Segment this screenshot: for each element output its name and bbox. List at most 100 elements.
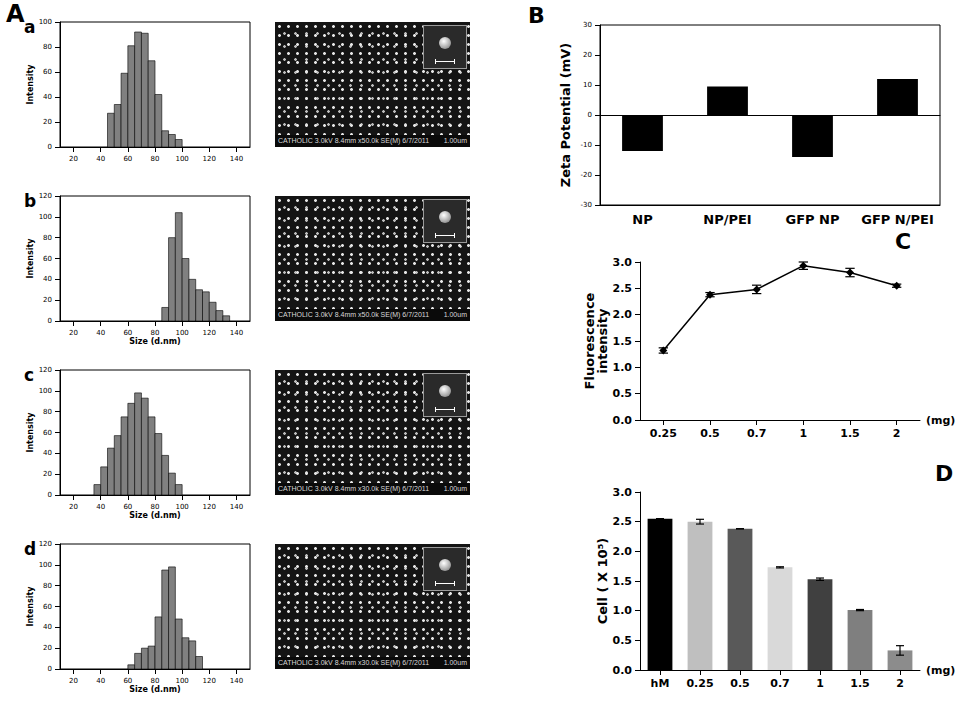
svg-text:100: 100 bbox=[39, 387, 52, 395]
svg-text:Size (d.nm): Size (d.nm) bbox=[129, 337, 180, 346]
svg-text:b: b bbox=[24, 191, 36, 211]
svg-text:20: 20 bbox=[69, 155, 78, 163]
svg-text:100: 100 bbox=[175, 329, 188, 337]
svg-text:60: 60 bbox=[43, 68, 52, 76]
svg-text:-10: -10 bbox=[581, 141, 592, 149]
svg-text:0: 0 bbox=[48, 143, 52, 151]
svg-text:Intensity: Intensity bbox=[26, 238, 35, 279]
svg-text:NP: NP bbox=[632, 212, 652, 227]
svg-text:20: 20 bbox=[43, 296, 52, 304]
svg-text:0.25: 0.25 bbox=[686, 677, 713, 690]
svg-text:20: 20 bbox=[43, 118, 52, 126]
svg-text:60: 60 bbox=[123, 677, 132, 685]
svg-text:1.0: 1.0 bbox=[613, 604, 633, 617]
svg-text:2: 2 bbox=[893, 427, 901, 440]
svg-text:Size (d.nm): Size (d.nm) bbox=[129, 511, 180, 520]
svg-text:40: 40 bbox=[43, 275, 52, 283]
svg-text:10: 10 bbox=[583, 81, 592, 89]
svg-text:0.7: 0.7 bbox=[770, 677, 790, 690]
svg-text:0.0: 0.0 bbox=[613, 664, 633, 677]
svg-text:(mg): (mg) bbox=[926, 664, 955, 677]
svg-text:3.0: 3.0 bbox=[613, 486, 633, 499]
svg-text:40: 40 bbox=[96, 155, 105, 163]
svg-text:60: 60 bbox=[123, 503, 132, 511]
svg-text:120: 120 bbox=[203, 677, 216, 685]
svg-text:20: 20 bbox=[43, 644, 52, 652]
svg-text:Zeta Potential (mV): Zeta Potential (mV) bbox=[558, 43, 573, 187]
svg-text:80: 80 bbox=[151, 155, 160, 163]
svg-text:60: 60 bbox=[43, 255, 52, 263]
svg-text:120: 120 bbox=[203, 503, 216, 511]
svg-text:C: C bbox=[895, 229, 911, 254]
svg-text:Size (d.nm): Size (d.nm) bbox=[129, 685, 180, 694]
svg-text:80: 80 bbox=[151, 677, 160, 685]
svg-text:(mg): (mg) bbox=[926, 414, 955, 427]
svg-text:0: 0 bbox=[48, 491, 52, 499]
svg-text:intensity: intensity bbox=[595, 308, 610, 373]
svg-text:0.5: 0.5 bbox=[700, 427, 720, 440]
svg-text:80: 80 bbox=[151, 503, 160, 511]
svg-text:1: 1 bbox=[800, 427, 808, 440]
svg-text:140: 140 bbox=[230, 503, 243, 511]
svg-text:B: B bbox=[528, 3, 545, 28]
svg-text:0.5: 0.5 bbox=[613, 387, 633, 400]
svg-text:40: 40 bbox=[43, 93, 52, 101]
svg-text:3.0: 3.0 bbox=[613, 256, 633, 269]
svg-text:hM: hM bbox=[651, 677, 670, 690]
svg-text:0: 0 bbox=[48, 665, 52, 673]
svg-text:1.0: 1.0 bbox=[613, 361, 633, 374]
svg-text:60: 60 bbox=[123, 155, 132, 163]
svg-text:2.0: 2.0 bbox=[613, 308, 633, 321]
svg-text:20: 20 bbox=[69, 329, 78, 337]
svg-text:60: 60 bbox=[43, 429, 52, 437]
svg-text:Intensity: Intensity bbox=[26, 412, 35, 453]
svg-text:120: 120 bbox=[39, 366, 52, 374]
svg-text:Cell ( X 10⁵): Cell ( X 10⁵) bbox=[595, 538, 610, 625]
svg-text:2.0: 2.0 bbox=[613, 545, 633, 558]
svg-text:GFP NP: GFP NP bbox=[785, 212, 839, 227]
svg-text:80: 80 bbox=[43, 43, 52, 51]
svg-text:GFP N/PEI: GFP N/PEI bbox=[861, 212, 933, 227]
svg-text:0.5: 0.5 bbox=[730, 677, 750, 690]
svg-text:-20: -20 bbox=[581, 171, 592, 179]
svg-text:20: 20 bbox=[583, 51, 592, 59]
svg-text:120: 120 bbox=[203, 155, 216, 163]
svg-text:60: 60 bbox=[43, 603, 52, 611]
svg-text:a: a bbox=[24, 17, 35, 37]
svg-text:0.5: 0.5 bbox=[613, 634, 633, 647]
svg-text:60: 60 bbox=[123, 329, 132, 337]
svg-text:100: 100 bbox=[39, 213, 52, 221]
svg-text:80: 80 bbox=[43, 408, 52, 416]
svg-text:Intensity: Intensity bbox=[26, 64, 35, 105]
svg-text:2: 2 bbox=[896, 677, 904, 690]
svg-text:2.5: 2.5 bbox=[613, 282, 633, 295]
svg-text:100: 100 bbox=[175, 155, 188, 163]
svg-text:40: 40 bbox=[96, 677, 105, 685]
svg-text:Intensity: Intensity bbox=[26, 586, 35, 627]
svg-text:100: 100 bbox=[39, 18, 52, 26]
svg-text:1.5: 1.5 bbox=[613, 575, 633, 588]
svg-text:1.5: 1.5 bbox=[840, 427, 860, 440]
svg-text:120: 120 bbox=[203, 329, 216, 337]
svg-text:20: 20 bbox=[43, 470, 52, 478]
svg-text:1.5: 1.5 bbox=[613, 335, 633, 348]
svg-text:80: 80 bbox=[151, 329, 160, 337]
svg-text:0.25: 0.25 bbox=[650, 427, 677, 440]
svg-text:100: 100 bbox=[175, 677, 188, 685]
svg-text:0: 0 bbox=[588, 111, 592, 119]
svg-text:140: 140 bbox=[230, 329, 243, 337]
svg-text:40: 40 bbox=[96, 329, 105, 337]
svg-text:40: 40 bbox=[43, 623, 52, 631]
svg-text:30: 30 bbox=[583, 21, 592, 29]
svg-text:d: d bbox=[24, 539, 36, 559]
svg-text:NP/PEI: NP/PEI bbox=[703, 212, 751, 227]
svg-text:80: 80 bbox=[43, 582, 52, 590]
svg-text:80: 80 bbox=[43, 234, 52, 242]
svg-text:c: c bbox=[24, 365, 34, 385]
svg-text:120: 120 bbox=[39, 540, 52, 548]
svg-text:40: 40 bbox=[96, 503, 105, 511]
svg-text:100: 100 bbox=[39, 561, 52, 569]
svg-text:D: D bbox=[935, 461, 953, 486]
svg-text:20: 20 bbox=[69, 677, 78, 685]
svg-text:1.5: 1.5 bbox=[850, 677, 870, 690]
